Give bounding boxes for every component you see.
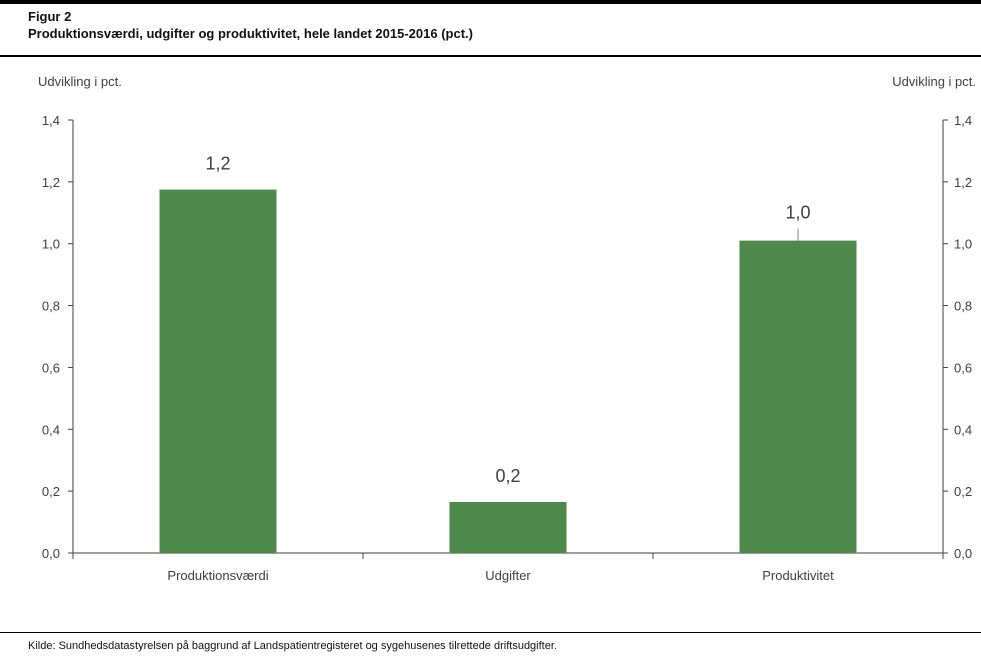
y-tick-label-right: 0,4 (954, 422, 972, 437)
figure-title: Produktionsværdi, udgifter og produktivi… (28, 26, 473, 41)
y-tick-label-right: 0,6 (954, 360, 972, 375)
figure-header: Figur 2 Produktionsværdi, udgifter og pr… (28, 8, 473, 42)
axes: 0,0 0,0 0,2 0,2 0,4 0,4 0,6 0,6 0,8 0,8 1,0 1,0 1,2 1… (42, 113, 972, 561)
bar-2 (449, 501, 567, 553)
bar-3 (739, 240, 857, 553)
y-tick-label-left: 1,2 (42, 175, 60, 190)
y-tick-label-right: 0,2 (954, 484, 972, 499)
data-label: 1,2 (205, 154, 230, 174)
y-tick-label-left: 1,0 (42, 237, 60, 252)
y-tick-label-left: 1,4 (42, 113, 60, 128)
y-tick-label-left: 0,6 (42, 360, 60, 375)
y-tick-label-right: 0,8 (954, 299, 972, 314)
y-axis-label-left: Udvikling i pct. (38, 74, 122, 89)
x-tick-label: Produktivitet (762, 568, 834, 583)
bar-1 (159, 189, 277, 553)
y-tick-label-right: 1,4 (954, 113, 972, 128)
data-label: 1,0 (785, 203, 810, 223)
x-tick-label: Udgifter (485, 568, 531, 583)
y-tick-label-left: 0,2 (42, 484, 60, 499)
y-tick-label-right: 1,0 (954, 237, 972, 252)
y-tick-label-left: 0,4 (42, 422, 60, 437)
top-rule (0, 0, 981, 4)
footer-rule (0, 632, 981, 633)
x-tick-label: Produktionsværdi (167, 568, 268, 583)
y-tick-label-left: 0,0 (42, 546, 60, 561)
data-labels: Produktionsværdi 1,2 Udgifter 0,2 Produktivi… (167, 154, 834, 583)
y-tick-label-right: 1,2 (954, 175, 972, 190)
y-axis-label-right: Udvikling i pct. (892, 74, 976, 89)
figure-label: Figur 2 (28, 9, 72, 24)
y-tick-label-right: 0,0 (954, 546, 972, 561)
y-tick-label-left: 0,8 (42, 299, 60, 314)
data-label: 0,2 (495, 466, 520, 486)
header-rule (0, 55, 981, 57)
source-note: Kilde: Sundhedsdatastyrelsen på baggrund… (28, 640, 557, 652)
bars (159, 189, 857, 553)
